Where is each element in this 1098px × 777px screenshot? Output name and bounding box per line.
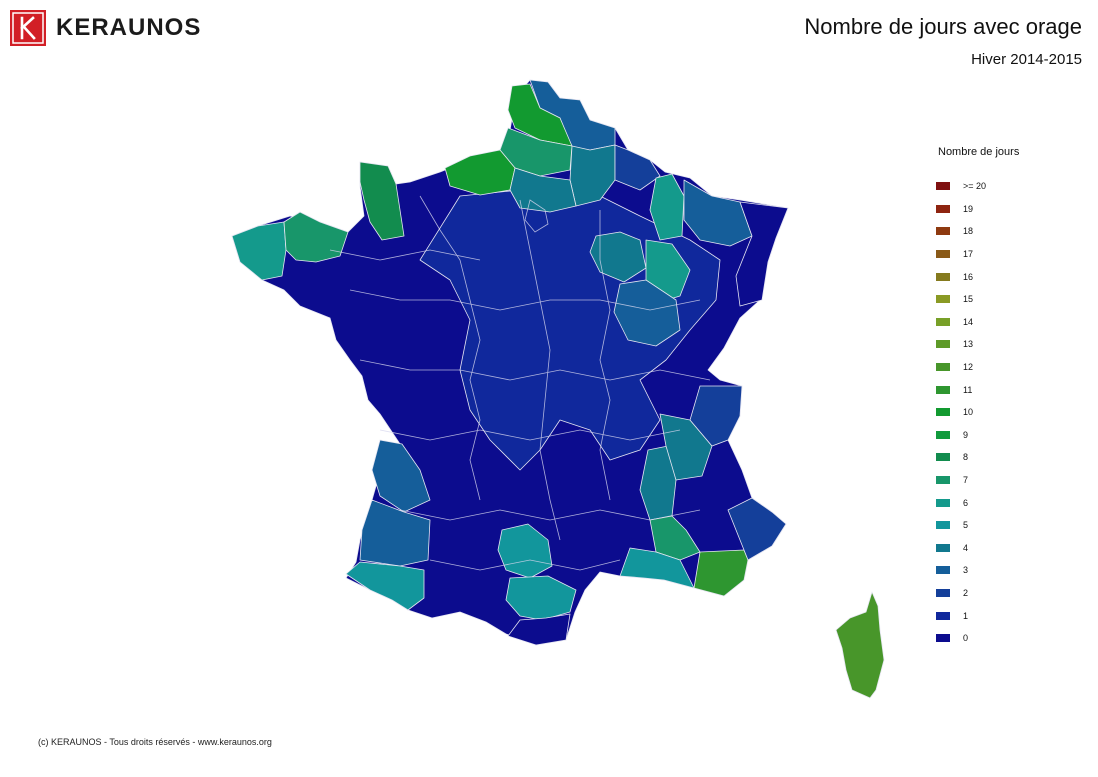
legend-item: 10	[936, 401, 1066, 424]
map-subtitle: Hiver 2014-2015	[971, 51, 1082, 68]
legend-swatch	[936, 340, 950, 349]
legend-label: 3	[963, 565, 969, 576]
map-region-marne	[509, 167, 577, 213]
map-legend: Nombre de jours >= 20 19 18 17 16 15 14 13 12 11 1…	[936, 146, 1066, 649]
legend-swatch	[936, 543, 950, 552]
legend-label: 10	[963, 407, 974, 418]
legend-label: 13	[963, 339, 974, 350]
copyright-footer: (c) KERAUNOS - Tous droits réservés - ww…	[38, 737, 272, 747]
map-region-bouches-du-rhone	[619, 547, 695, 589]
legend-label: 5	[963, 520, 969, 531]
legend-item: 17	[936, 243, 1066, 266]
map-region-gironde	[371, 439, 431, 513]
legend-item: 7	[936, 469, 1066, 492]
map-region-cote-d-or	[613, 279, 681, 347]
legend-swatch	[936, 408, 950, 417]
legend-item: 15	[936, 288, 1066, 311]
map-region-landes	[359, 499, 431, 567]
legend-item: 11	[936, 378, 1066, 401]
map-region-pyrenees-orientales	[507, 613, 571, 646]
legend-label: 2	[963, 587, 969, 598]
legend-swatch	[936, 295, 950, 304]
legend-swatch	[936, 566, 950, 575]
legend-item: 12	[936, 356, 1066, 379]
legend-swatch	[936, 498, 950, 507]
map-region-finistere	[231, 221, 287, 281]
legend-swatch	[936, 227, 950, 236]
legend-item: 2	[936, 582, 1066, 605]
legend-item: 6	[936, 491, 1066, 514]
map-region-manche	[359, 161, 405, 241]
legend-item: 1	[936, 604, 1066, 627]
legend-label: 12	[963, 362, 974, 373]
legend-label: 18	[963, 226, 974, 237]
legend-swatch	[936, 521, 950, 530]
legend-swatch	[936, 588, 950, 597]
legend-item: 19	[936, 198, 1066, 221]
legend-swatch	[936, 317, 950, 326]
legend-item: 3	[936, 559, 1066, 582]
legend-item: 4	[936, 537, 1066, 560]
legend-swatch	[936, 385, 950, 394]
legend-label: 17	[963, 249, 974, 260]
keraunos-logo: KERAUNOS	[10, 10, 201, 46]
legend-swatch	[936, 453, 950, 462]
legend-label: 9	[963, 429, 969, 440]
legend-item: 16	[936, 265, 1066, 288]
legend-item: 8	[936, 446, 1066, 469]
legend-item: 5	[936, 514, 1066, 537]
map-region-bas-rhin	[735, 201, 789, 307]
legend-swatch	[936, 272, 950, 281]
map-title: Nombre de jours avec orage	[804, 14, 1082, 39]
legend-label: 15	[963, 294, 974, 305]
legend-label: 19	[963, 203, 974, 214]
legend-label: >= 20	[963, 181, 987, 192]
legend-label: 8	[963, 452, 969, 463]
map-region-var	[693, 549, 749, 597]
legend-item: 18	[936, 220, 1066, 243]
legend-swatch	[936, 204, 950, 213]
legend-title: Nombre de jours	[938, 146, 1020, 158]
legend-items: >= 20 19 18 17 16 15 14 13 12 11 10 9 8 7 6 5 4 3 2 1 0	[936, 175, 1066, 649]
map-region-corse	[835, 591, 885, 699]
legend-label: 11	[963, 384, 973, 395]
legend-item: 13	[936, 333, 1066, 356]
legend-label: 1	[963, 610, 969, 621]
legend-swatch	[936, 430, 950, 439]
map-region-savoie	[689, 385, 743, 447]
legend-item: >= 20	[936, 175, 1066, 198]
legend-swatch	[936, 634, 950, 643]
map-region-cotes-d-armor	[283, 211, 349, 263]
legend-swatch	[936, 182, 950, 191]
legend-swatch	[936, 363, 950, 372]
map-region-aveyron	[497, 523, 553, 579]
legend-label: 0	[963, 633, 969, 644]
legend-label: 7	[963, 475, 969, 486]
map-region-alpes-maritimes	[727, 497, 787, 561]
legend-item: 14	[936, 311, 1066, 334]
legend-label: 6	[963, 497, 969, 508]
legend-item: 9	[936, 424, 1066, 447]
legend-label: 4	[963, 542, 969, 553]
map-region-aube	[589, 231, 647, 283]
legend-label: 14	[963, 316, 974, 327]
legend-label: 16	[963, 271, 974, 282]
brand-name: KERAUNOS	[56, 14, 202, 41]
map-region-ardennes	[614, 144, 661, 191]
legend-swatch	[936, 611, 950, 620]
legend-swatch	[936, 250, 950, 259]
keraunos-logo-icon	[10, 10, 46, 46]
map-region-meurthe-et-moselle	[683, 179, 753, 247]
legend-swatch	[936, 476, 950, 485]
legend-item: 0	[936, 627, 1066, 650]
department-boundaries	[329, 195, 711, 571]
map-region-meuse	[649, 173, 685, 241]
map-region-pyrenees-atlantiques	[345, 561, 425, 611]
